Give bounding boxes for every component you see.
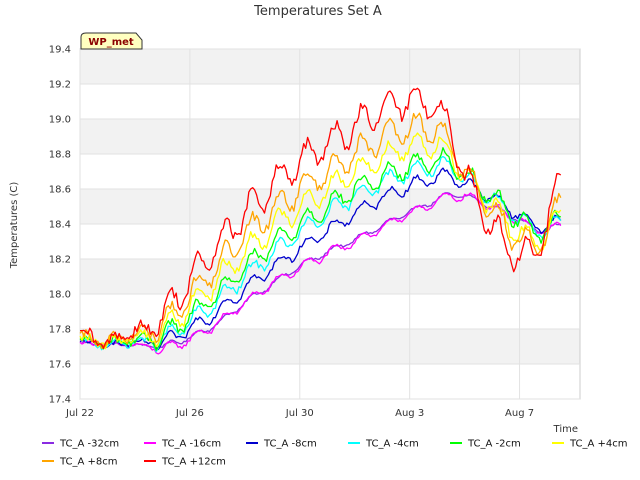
series-line [79,112,562,350]
y-tick-label: 19.0 [49,115,71,126]
badge-label: WP_met [88,37,134,48]
plot-band [80,259,580,294]
y-tick-label: 18.4 [49,220,71,231]
legend-label: TC_A -16cm [161,439,221,450]
series-line [80,87,562,350]
x-tick-label: Aug 7 [505,408,534,419]
x-tick-label: Jul 26 [175,408,204,419]
plot-band [80,364,580,399]
plot-band [80,84,580,119]
legend-label: TC_A +12cm [161,457,226,468]
legend-item: TC_A +8cm [42,457,118,468]
y-tick-label: 17.8 [49,325,71,336]
y-tick-label: 18.0 [49,290,71,301]
y-tick-label: 19.2 [49,80,71,91]
legend-item: TC_A -16cm [144,439,221,450]
y-tick-label: 19.4 [49,45,71,56]
legend: TC_A -32cm TC_A -16cm TC_A -8cm TC_A -4cm TC… [42,439,628,468]
legend-item: TC_A -32cm [42,439,119,450]
y-tick-label: 17.6 [49,360,71,371]
legend-label: TC_A -32cm [59,439,119,450]
y-tick-label: 18.2 [49,255,71,266]
legend-label: TC_A -2cm [467,439,521,450]
y-axis-label: Temperatures (C) [9,182,20,270]
x-axis-ticks: Jul 22 Jul 26 Jul 30 Aug 3 Aug 7 [65,408,534,419]
legend-item: TC_A -8cm [246,439,317,450]
y-tick-label: 18.8 [49,150,71,161]
y-axis-ticks: 17.4 17.6 17.8 18.0 18.2 18.4 18.6 18.8 19.0 19.2… [49,45,71,406]
x-tick-label: Jul 30 [285,408,314,419]
y-tick-label: 18.6 [49,185,71,196]
series-line [79,147,562,352]
legend-item: TC_A -4cm [348,439,419,450]
legend-item: TC_A -2cm [450,439,521,450]
legend-label: TC_A -8cm [263,439,317,450]
y-tick-label: 17.4 [49,395,71,406]
plot-band [80,224,580,259]
legend-label: TC_A +8cm [59,457,118,468]
legend-label: TC_A -4cm [365,439,419,450]
series-lines [79,87,562,355]
legend-item: TC_A +4cm [552,439,628,450]
x-tick-label: Aug 3 [395,408,424,419]
series-line [79,192,562,355]
x-axis-label: Time [553,424,578,435]
x-tick-label: Jul 22 [65,408,94,419]
plot-band [80,294,580,329]
chart-title: Temperatures Set A [253,4,382,19]
badge-shape [80,32,143,50]
legend-item: TC_A +12cm [144,457,226,468]
wp-met-badge: WP_met [80,32,143,50]
legend-label: TC_A +4cm [569,439,628,450]
plot-band [80,49,580,84]
